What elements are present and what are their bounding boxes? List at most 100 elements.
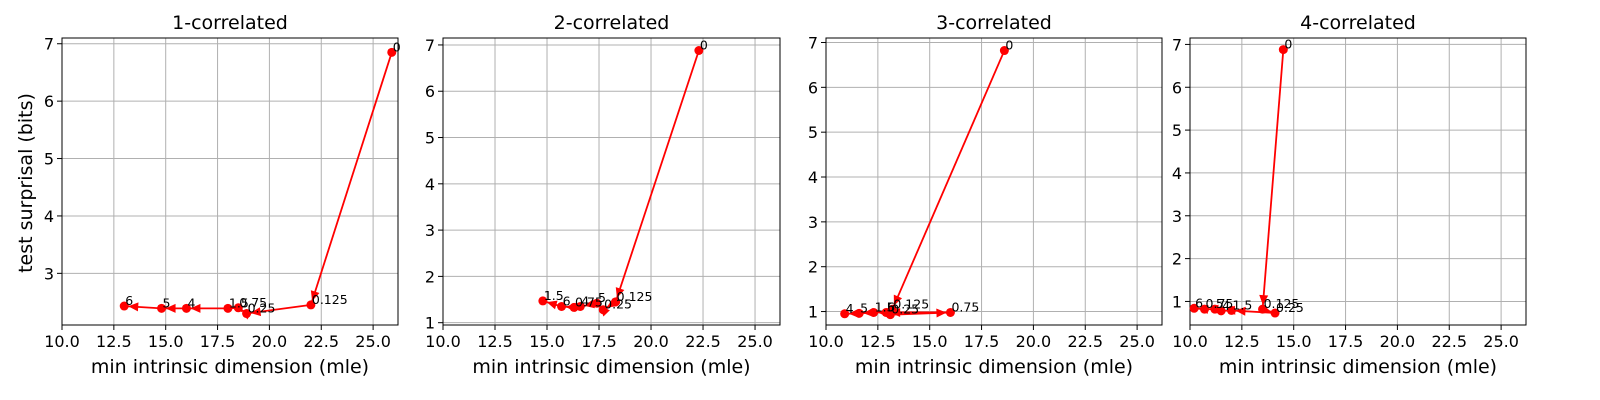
data-point [1226, 305, 1236, 315]
x-axis-label: min intrinsic dimension (mle) [855, 356, 1133, 378]
figure-ylabel: test surprisal (bits) [15, 93, 37, 273]
data-point-label: 5 [163, 295, 171, 310]
chart-panel-3: 10.0 12.5 15.0 17.5 20.0 22.5 25.012345673-cor… [808, 12, 1163, 378]
data-point [538, 296, 548, 306]
data-point-label: 1.5 [875, 299, 895, 314]
x-tick-label: 15.0 [912, 332, 948, 351]
data-point-label: 0.125 [893, 296, 929, 311]
y-tick-label: 7 [425, 36, 435, 55]
data-point-label: 0.25 [1276, 300, 1304, 315]
x-tick-label: 22.5 [1431, 332, 1467, 351]
data-point [1210, 304, 1220, 314]
data-point-label: 0.75 [1206, 296, 1234, 311]
x-axis-label: min intrinsic dimension (mle) [1219, 356, 1497, 378]
chart-panel-2: 10.0 12.5 15.0 17.5 20.0 22.5 25.012345672-cor… [425, 12, 781, 378]
plot-frame [825, 37, 1163, 326]
data-point-label: 0.25 [891, 302, 919, 317]
data-point [181, 303, 191, 313]
y-tick-label: 7 [808, 33, 818, 52]
y-tick-label: 4 [1172, 164, 1182, 183]
y-tick-label: 5 [425, 129, 435, 148]
x-tick-label: 22.5 [685, 332, 721, 351]
y-tick-label: 6 [425, 82, 435, 101]
data-point-label: 5 [860, 300, 868, 315]
chart-panel-1: 10.0 12.5 15.0 17.5 20.0 22.5 25.0 3 4 5 6 7 1-corre… [44, 12, 401, 378]
x-tick-label: 25.0 [737, 332, 773, 351]
series-segment [891, 50, 1006, 310]
series-segment [614, 50, 700, 303]
data-point-label: 0 [1284, 37, 1292, 52]
series-arrowhead [615, 287, 625, 299]
y-tick-label: 1 [1172, 292, 1182, 311]
data-point-label: 0.75 [951, 299, 979, 314]
x-tick-label: 12.5 [477, 332, 513, 351]
y-tick-label: 3 [808, 213, 818, 232]
data-point [306, 300, 316, 310]
data-point [881, 307, 891, 317]
data-point-label: 0 [1005, 38, 1013, 53]
series-arrowhead [250, 307, 262, 317]
x-tick-label: 25.0 [1119, 332, 1155, 351]
x-tick-label: 12.5 [1224, 332, 1260, 351]
data-point [157, 303, 167, 313]
x-tick-label: 25.0 [1483, 332, 1519, 351]
y-tick-label: 5 [1172, 121, 1182, 140]
y-tick-label: 1 [425, 314, 435, 333]
x-tick-label: 12.5 [96, 332, 132, 351]
x-tick-label: 20.0 [1380, 332, 1416, 351]
data-point [387, 47, 397, 57]
x-tick-label: 22.5 [303, 332, 339, 351]
chart-title: 1-correlated [172, 12, 288, 34]
data-point [1278, 45, 1288, 55]
x-axis-label: min intrinsic dimension (mle) [91, 356, 369, 378]
data-point-label: 4 [846, 301, 854, 316]
x-tick-label: 17.5 [581, 332, 617, 351]
series-segment [310, 52, 393, 306]
data-point-label: 0.75 [575, 294, 603, 309]
y-tick-label: 4 [425, 175, 435, 194]
y-tick-label: 6 [44, 92, 54, 111]
x-tick-label: 22.5 [1067, 332, 1103, 351]
data-point-label: 6 [887, 299, 895, 314]
y-tick-label: 6 [808, 78, 818, 97]
y-tick-label: 7 [1172, 35, 1182, 54]
y-tick-label: 2 [1172, 250, 1182, 269]
y-tick-label: 5 [808, 123, 818, 142]
data-point-label: 4 [1222, 298, 1230, 313]
plot-frame [442, 37, 781, 326]
x-tick-label: 25.0 [355, 332, 391, 351]
y-tick-label: 5 [44, 150, 54, 169]
data-point [557, 301, 567, 311]
series-arrowhead [584, 299, 595, 309]
x-tick-label: 15.0 [1276, 332, 1312, 351]
x-tick-label: 20.0 [1016, 332, 1052, 351]
data-point [611, 297, 621, 307]
x-tick-label: 15.0 [148, 332, 184, 351]
y-tick-label: 3 [425, 221, 435, 240]
data-point [1200, 304, 1210, 314]
y-tick-label: 6 [1172, 78, 1182, 97]
data-point-label: 0.75 [239, 295, 267, 310]
x-tick-label: 10.0 [1172, 332, 1208, 351]
series-arrowhead [165, 303, 176, 313]
x-tick-label: 15.0 [529, 332, 565, 351]
series-segment [1261, 49, 1285, 310]
data-point-label: 6 [1195, 295, 1203, 310]
x-tick-label: 10.0 [44, 332, 80, 351]
y-tick-label: 2 [808, 258, 818, 277]
data-point-label: 0.25 [604, 297, 632, 312]
data-point [854, 308, 864, 318]
data-point-label: 0.125 [312, 292, 348, 307]
data-point [1189, 303, 1199, 313]
x-axis-label: min intrinsic dimension (mle) [472, 356, 750, 378]
plot-frame [1189, 37, 1527, 326]
data-point-label: 6 [125, 293, 133, 308]
series-arrowhead [310, 290, 320, 302]
data-point [242, 309, 252, 319]
y-tick-label: 3 [1172, 207, 1182, 226]
data-point [233, 303, 243, 313]
series-arrowhead [1259, 294, 1269, 306]
data-point [223, 303, 233, 313]
y-tick-label: 4 [808, 168, 818, 187]
